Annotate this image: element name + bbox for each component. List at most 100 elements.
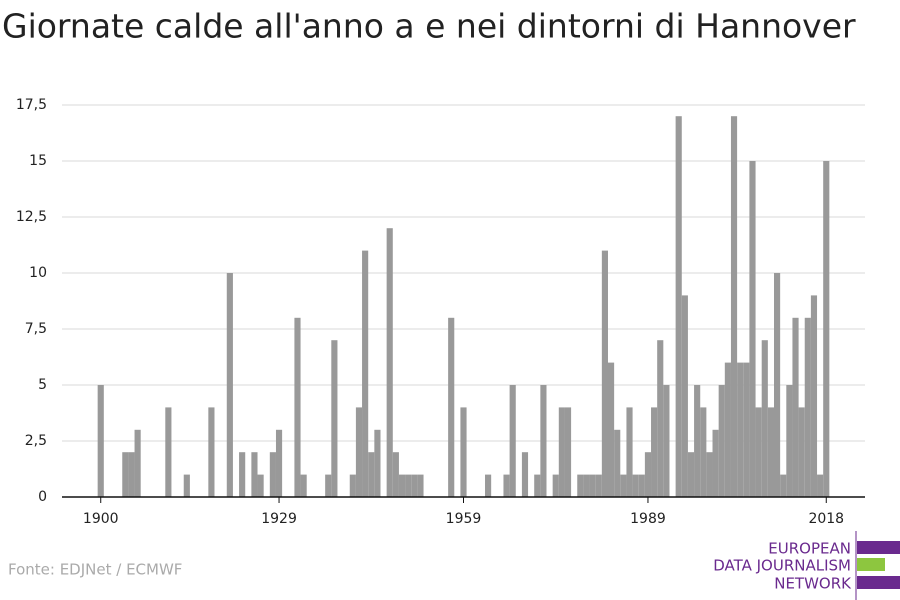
bar xyxy=(503,474,510,497)
bar xyxy=(700,407,707,497)
bar xyxy=(134,429,141,497)
bar xyxy=(718,385,725,497)
bar xyxy=(823,161,830,497)
bar xyxy=(817,474,824,497)
bar xyxy=(294,317,301,497)
bar xyxy=(521,452,529,497)
bar xyxy=(275,429,283,497)
bar xyxy=(810,295,818,497)
bar xyxy=(804,317,811,497)
bar xyxy=(651,407,658,497)
logo-bar xyxy=(857,558,885,571)
bar xyxy=(774,273,781,497)
y-tick-label: 15 xyxy=(29,153,47,169)
y-tick-label: 12,5 xyxy=(16,209,47,225)
bar xyxy=(392,452,399,497)
bar xyxy=(183,474,190,497)
y-tick-label: 5 xyxy=(38,377,47,393)
bar xyxy=(638,474,645,497)
logo-bar xyxy=(857,576,900,589)
bar xyxy=(368,452,375,497)
bar xyxy=(534,474,541,497)
x-tick-label: 1959 xyxy=(446,511,482,527)
bar xyxy=(564,407,572,497)
bar xyxy=(226,273,233,497)
bar xyxy=(730,116,738,497)
y-tick-label: 17,5 xyxy=(16,97,47,113)
bar xyxy=(509,385,516,497)
x-tick-label: 1929 xyxy=(261,511,297,527)
bar xyxy=(398,474,406,497)
bar xyxy=(325,474,332,497)
bar xyxy=(724,362,731,497)
x-tick-label: 1989 xyxy=(630,511,666,527)
bar xyxy=(694,385,701,497)
bar xyxy=(122,452,129,497)
bar xyxy=(349,474,356,497)
bar xyxy=(749,161,756,497)
bar xyxy=(663,385,670,497)
bar xyxy=(577,474,584,497)
y-tick-label: 0 xyxy=(38,489,47,505)
bar xyxy=(607,362,615,497)
bar xyxy=(374,429,381,497)
bar xyxy=(331,340,338,497)
bar xyxy=(552,474,559,497)
bar xyxy=(417,474,424,497)
bar xyxy=(583,474,590,497)
logo-bar xyxy=(857,541,900,554)
x-tick-label: 1900 xyxy=(83,511,119,527)
bar xyxy=(595,474,602,497)
bar xyxy=(786,385,793,497)
bar xyxy=(712,429,719,497)
y-tick-label: 10 xyxy=(29,265,47,281)
bar xyxy=(657,340,664,497)
bar xyxy=(614,429,621,497)
bar xyxy=(411,474,418,497)
bar xyxy=(269,452,276,497)
bar xyxy=(687,452,695,497)
bar xyxy=(448,317,455,497)
bar xyxy=(706,452,713,497)
bar xyxy=(632,474,639,497)
source: Fonte: EDJNet / ECMWF xyxy=(8,561,182,579)
bar xyxy=(485,474,492,497)
bar xyxy=(208,407,215,497)
bar xyxy=(540,385,547,497)
bar xyxy=(405,474,412,497)
bar xyxy=(681,295,688,497)
bar xyxy=(737,362,744,497)
x-tick-label: 2018 xyxy=(808,511,844,527)
bar xyxy=(767,407,775,497)
bar xyxy=(675,116,682,497)
bar xyxy=(798,407,805,497)
logo-text: EUROPEAN xyxy=(768,540,851,558)
bar xyxy=(620,474,627,497)
chart-title: Giornate calde all'anno a e nei dintorni… xyxy=(2,7,856,46)
logo-text: DATA JOURNALISM xyxy=(713,557,851,575)
bar xyxy=(601,250,608,497)
y-tick-label: 7,5 xyxy=(25,321,47,337)
bar xyxy=(257,474,264,497)
bar xyxy=(128,452,135,497)
bar xyxy=(355,407,363,497)
bar xyxy=(460,407,467,497)
bar xyxy=(97,385,104,497)
bar xyxy=(386,228,393,497)
bar xyxy=(644,452,652,497)
bar xyxy=(300,474,307,497)
bar xyxy=(239,452,246,497)
bar xyxy=(165,407,172,497)
bar xyxy=(558,407,565,497)
bar xyxy=(589,474,596,497)
bar xyxy=(755,407,762,497)
logo-text: NETWORK xyxy=(774,575,852,593)
bar xyxy=(792,317,799,497)
bar xyxy=(362,250,369,497)
y-tick-label: 2,5 xyxy=(25,433,47,449)
bar xyxy=(626,407,633,497)
bar xyxy=(251,452,258,497)
bar xyxy=(743,362,750,497)
bar xyxy=(761,340,768,497)
